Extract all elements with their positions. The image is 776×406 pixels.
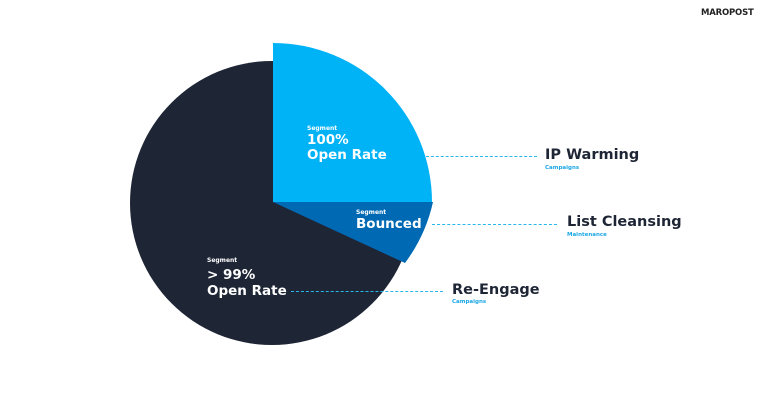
label-sub: Campaigns	[452, 299, 487, 305]
label-list-cleansing: List Cleansing	[567, 214, 682, 230]
connector-line	[426, 156, 537, 157]
slice-bounced	[273, 202, 433, 263]
segment-caption: Segment	[207, 257, 238, 264]
label-ip-warming: IP Warming	[545, 147, 640, 163]
connector-line	[291, 291, 443, 292]
connector-line	[432, 224, 557, 225]
label-sub: Campaigns	[545, 165, 580, 171]
segment-caption: Segment	[356, 209, 387, 216]
segment-title: 100%	[307, 132, 349, 148]
label-re-engage: Re-Engage	[452, 282, 540, 298]
segment-title: > 99%	[207, 267, 256, 283]
segment-title: Open Rate	[207, 283, 287, 299]
label-sub: Maintenance	[567, 232, 607, 238]
slice-100-open-rate	[273, 43, 432, 202]
segment-title: Bounced	[356, 216, 422, 232]
segment-caption: Segment	[307, 125, 338, 132]
segment-title: Open Rate	[307, 147, 387, 163]
maropost-logo: MAROPOST	[701, 8, 754, 18]
